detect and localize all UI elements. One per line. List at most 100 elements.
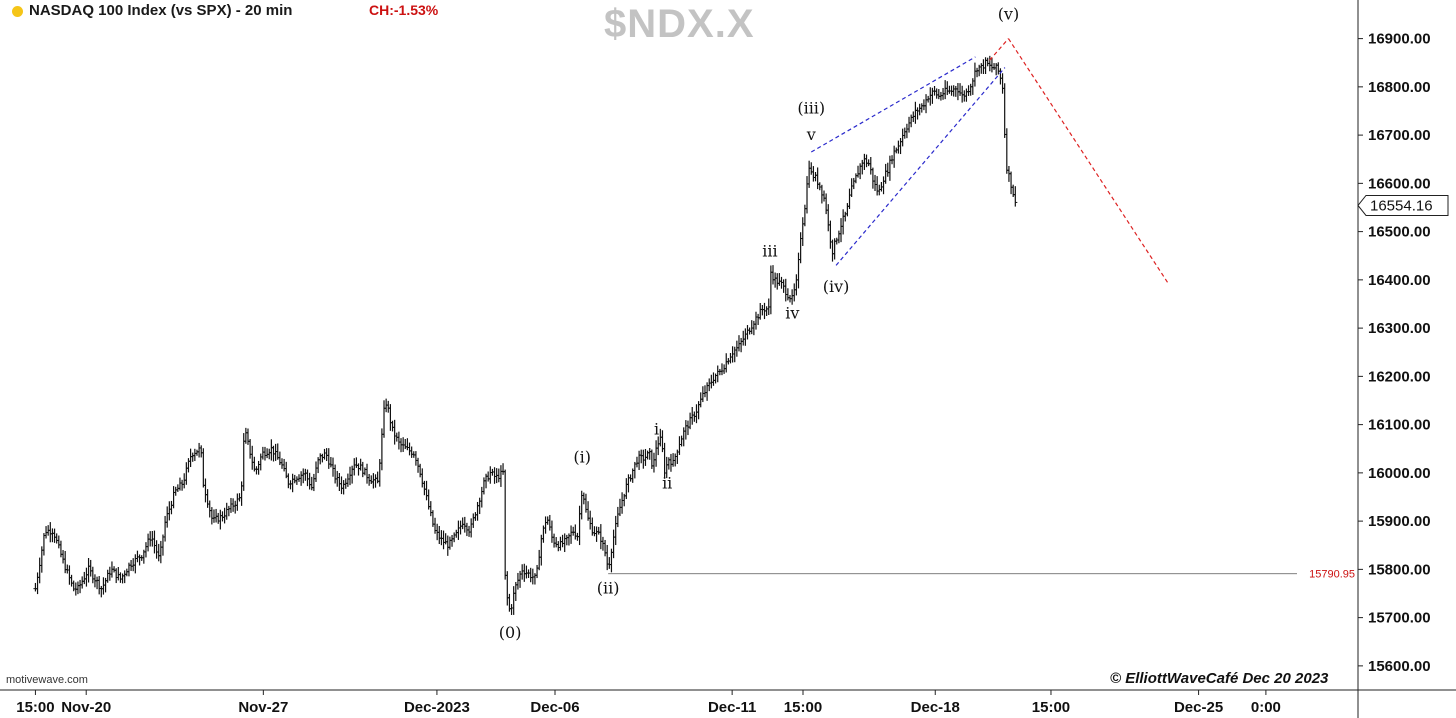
ohlc-bar [554,537,559,548]
ohlc-bar [847,188,852,209]
ohlc-bar [739,337,744,353]
ohlc-bar [641,449,646,469]
ohlc-bar [224,502,229,520]
ohlc-bar [116,566,121,581]
ohlc-bar [796,252,801,289]
ohlc-bar [328,456,333,468]
ohlc-bar [930,87,935,104]
ohlc-bar [122,570,127,584]
ohlc-bar [288,480,293,490]
ohlc-bar [458,520,463,535]
ohlc-bar [907,116,912,133]
ohlc-bar [683,420,688,440]
y-tick-label: 16400.00 [1368,272,1431,289]
ohlc-bar [915,107,920,120]
ohlc-bar [218,509,223,530]
ohlc-bar [403,439,408,450]
ohlc-bar [696,401,701,420]
ohlc-bar [717,368,722,376]
ohlc-bar [420,468,425,488]
ohlc-bar [118,572,123,583]
wave-label: (ii) [597,578,620,597]
ohlc-bar [177,477,182,491]
ohlc-bar [983,57,988,74]
ohlc-bar [681,427,686,447]
ohlc-bar [475,501,480,521]
ohlc-bar [951,85,956,97]
ohlc-bar [856,165,861,178]
ohlc-bar [702,385,707,398]
status-indicator-icon [12,6,23,17]
ohlc-bar [158,540,163,564]
ohlc-bar [900,128,905,147]
ohlc-bar [843,211,848,222]
ohlc-bar [560,534,565,548]
x-tick-label: Dec-25 [1174,699,1223,716]
ohlc-bar [535,564,540,579]
ohlc-bar [386,400,391,413]
ohlc-bar [989,57,994,73]
ohlc-bar [326,448,331,469]
ohlc-bar [371,473,376,489]
ohlc-bar [1013,186,1018,207]
ohlc-bar [949,85,954,96]
ohlc-bar [303,468,308,481]
ohlc-bar [577,505,582,546]
ohlc-bar [913,101,918,124]
ohlc-bar [471,513,476,528]
ohlc-bar [528,567,533,583]
ohlc-bar [216,512,221,524]
ohlc-bar [722,364,727,374]
level-layer: 15790.95 [608,569,1355,581]
ohlc-bar [120,573,125,584]
ohlc-bar [467,525,472,537]
ohlc-bar [588,510,593,530]
ohlc-bar [826,204,831,232]
ohlc-bar [156,543,161,562]
ohlc-bar [728,352,733,364]
ohlc-bar [318,453,323,465]
ohlc-bar [152,530,157,554]
ohlc-bar [864,154,869,168]
ohlc-bar [724,353,729,373]
ohlc-bar [858,163,863,180]
source-watermark: motivewave.com [6,674,88,686]
ohlc-bar [811,166,816,182]
ohlc-bar [936,89,941,100]
ohlc-bar [354,457,359,468]
ohlc-bar [919,103,924,113]
ohlc-bar [875,176,880,196]
ohlc-bar [439,530,444,546]
ohlc-bar [558,536,563,551]
ohlc-bar [798,232,803,264]
ohlc-bar [785,288,790,301]
y-tick-label: 15900.00 [1368,513,1431,530]
ohlc-bar [452,532,457,543]
ohlc-bar [877,184,882,196]
ohlc-bar [1009,171,1014,195]
ohlc-bar [896,140,901,154]
ohlc-bar [309,476,314,491]
ohlc-bar [745,325,750,340]
ohlc-bar [777,273,782,286]
ohlc-bar [65,564,70,574]
ohlc-bar [866,159,871,167]
ohlc-bar [515,572,520,590]
ohlc-bar [367,473,372,486]
ohlc-bar [839,218,844,243]
ohlc-bar [813,172,818,182]
ohlc-bar [800,217,805,246]
wave-label: ii [662,473,672,492]
ohlc-bar [539,534,544,566]
ohlc-bar [743,328,748,346]
ohlc-bar [245,428,250,445]
ohlc-bar [853,173,858,184]
ohlc-bar [707,378,712,392]
ohlc-bar [690,407,695,425]
ohlc-bar [473,512,478,521]
ohlc-bar [348,466,353,486]
ohlc-bar [677,436,682,455]
ohlc-bar [54,533,59,544]
